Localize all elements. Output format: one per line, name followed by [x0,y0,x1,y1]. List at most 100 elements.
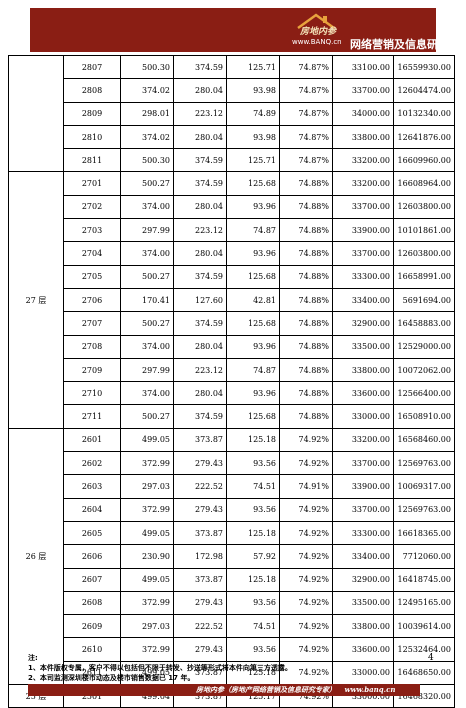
unit-price: 32900.00 [332,567,394,592]
net-area: 222.52 [173,474,227,499]
total-price: 10101861.00 [393,218,455,243]
net-area: 279.43 [173,590,227,616]
table-row: 2705 500.27 374.59 125.68 74.88% 33300.00 1665… [9,264,455,289]
unit-price: 33800.00 [332,614,394,639]
unit-price: 33600.00 [332,637,394,662]
unit-price: 33200.00 [332,148,394,173]
net-area: 280.04 [173,241,227,266]
efficiency-ratio: 74.87% [279,148,333,173]
net-area: 373.87 [173,660,227,686]
brand-url: www.BANQ.cn [292,38,342,46]
gross-area: 372.99 [120,637,174,662]
unit-number: 2605 [63,520,121,546]
gross-area: 372.99 [120,497,174,522]
efficiency-ratio: 74.88% [279,287,333,313]
shared-area: 125.18 [226,520,280,546]
gross-area: 170.41 [120,287,174,313]
efficiency-ratio: 74.92% [279,637,333,662]
unit-number: 2702 [63,194,121,220]
total-price: 10072062.00 [393,357,455,383]
efficiency-ratio: 74.87% [279,101,333,126]
efficiency-ratio: 74.92% [279,614,333,639]
house-roof-icon [297,13,335,30]
gross-area: 500.27 [120,264,174,289]
unit-price: 32900.00 [332,311,394,336]
table-row: 2604 372.99 279.43 93.56 74.92% 33700.00 12569… [9,497,455,522]
org-tagline: 网络营销及信息研究专家 [350,38,466,51]
unit-price: 33700.00 [332,194,394,220]
efficiency-ratio: 74.92% [279,451,333,476]
shared-area: 74.51 [226,474,280,499]
gross-area: 297.99 [120,218,174,243]
unit-number: 2608 [63,590,121,616]
efficiency-ratio: 74.88% [279,404,333,429]
unit-number: 2602 [63,451,121,476]
gross-area: 297.99 [120,357,174,383]
table-row: 2709 297.99 223.12 74.87 74.88% 33800.00 10072… [9,357,455,383]
unit-price: 33900.00 [332,474,394,499]
total-price: 7712060.00 [393,544,455,569]
brand-name: 房地内参 [300,27,337,37]
shared-area: 57.92 [226,544,280,569]
gross-area: 374.00 [120,241,174,266]
unit-price: 33400.00 [332,544,394,569]
total-price: 16608964.00 [393,171,455,196]
unit-number: 2711 [63,404,121,429]
efficiency-ratio: 74.87% [279,78,333,103]
efficiency-ratio: 74.88% [279,194,333,220]
shared-area: 93.56 [226,590,280,616]
floor-label: 26 层 [8,427,64,686]
gross-area: 500.27 [120,311,174,336]
table-row: 2703 297.99 223.12 74.87 74.88% 33900.00 10101… [9,218,455,243]
shared-area: 125.68 [226,404,280,429]
unit-price: 33000.00 [332,404,394,429]
efficiency-ratio: 74.92% [279,497,333,522]
shared-area: 125.68 [226,171,280,196]
table-row: 27 层 2701 500.27 374.59 125.68 74.88% 33200.00… [8,171,455,429]
efficiency-ratio: 74.88% [279,311,333,336]
table-row: 2610 372.99 279.43 93.56 74.92% 33600.00 12532… [9,637,455,662]
efficiency-ratio: 74.88% [279,264,333,289]
net-area: 374.59 [173,404,227,429]
unit-number: 2701 [63,171,121,196]
net-area: 279.43 [173,497,227,522]
table-row: 2602 372.99 279.43 93.56 74.92% 33700.00 12569… [9,451,455,476]
total-price: 12529000.00 [393,334,455,359]
unit-number: 2607 [63,567,121,592]
shared-area: 93.56 [226,497,280,522]
page-number: 4 [428,653,434,663]
notes-title: 注: [28,654,38,662]
unit-number: 2809 [63,101,121,126]
unit-price: 33800.00 [332,357,394,383]
table-row: 2710 374.00 280.04 93.96 74.88% 33600.00 12566… [9,381,455,406]
efficiency-ratio: 74.88% [279,241,333,266]
unit-number: 2808 [63,78,121,103]
net-area: 374.59 [173,148,227,173]
total-price: 16458883.00 [393,311,455,336]
efficiency-ratio: 74.87% [279,54,333,80]
shared-area: 93.98 [226,124,280,150]
unit-number: 2807 [63,54,121,80]
total-price: 16418745.00 [393,567,455,592]
table-row: 2707 500.27 374.59 125.68 74.88% 32900.00 1645… [9,311,455,336]
unit-price: 33500.00 [332,590,394,616]
net-area: 373.87 [173,567,227,592]
net-area: 374.59 [173,54,227,80]
gross-area: 500.27 [120,404,174,429]
unit-number: 2705 [63,264,121,289]
gross-area: 499.05 [120,520,174,546]
total-price: 10039614.00 [393,614,455,639]
unit-number: 2708 [63,334,121,359]
total-price: 5691694.00 [393,287,455,313]
efficiency-ratio: 74.92% [279,427,333,453]
unit-price: 33700.00 [332,497,394,522]
unit-number: 2601 [63,427,121,453]
shared-area: 125.71 [226,148,280,173]
header-banner: 房地内参 www.BANQ.cn 网络营销及信息研究专家 [30,8,466,52]
net-area: 127.60 [173,287,227,313]
shared-area: 93.96 [226,241,280,266]
table-row: 2706 170.41 127.60 42.81 74.88% 33400.00 56916… [9,287,455,313]
gross-area: 230.90 [120,544,174,569]
total-price: 12603800.00 [393,194,455,220]
table-row: 2611 499.05 373.87 125.18 74.92% 33000.00 1646… [9,660,455,686]
